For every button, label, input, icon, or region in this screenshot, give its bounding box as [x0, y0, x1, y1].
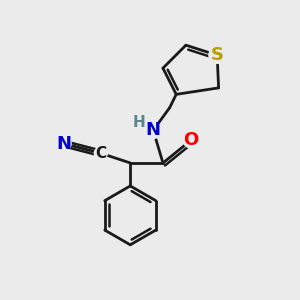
Text: N: N [56, 134, 71, 152]
Text: S: S [211, 46, 224, 64]
Text: H: H [133, 115, 146, 130]
Circle shape [183, 133, 199, 148]
Circle shape [145, 122, 161, 139]
Text: C: C [95, 146, 106, 161]
Text: O: O [183, 131, 199, 149]
Circle shape [56, 136, 71, 151]
Circle shape [94, 147, 107, 160]
Circle shape [209, 47, 225, 63]
Circle shape [133, 116, 146, 128]
Text: N: N [146, 121, 161, 139]
